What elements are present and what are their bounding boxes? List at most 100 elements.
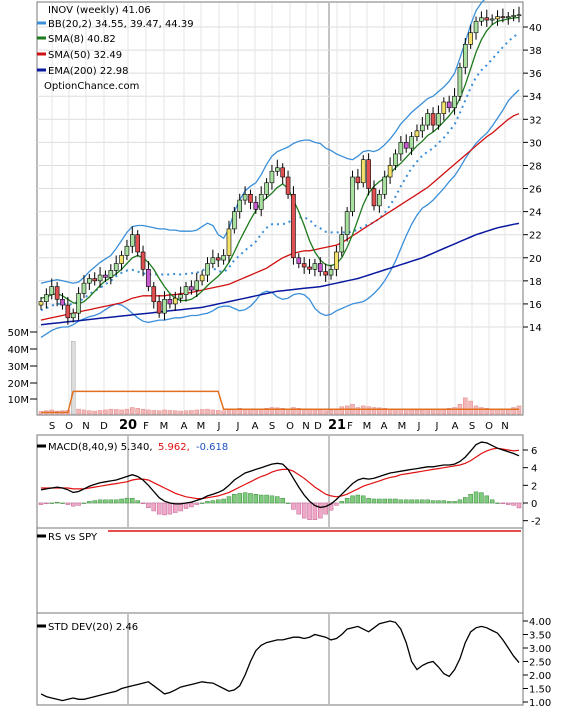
stddev-tick-label: 1.50 (529, 685, 551, 696)
macd-histogram-bar (430, 500, 436, 504)
macd-histogram-bar (489, 499, 495, 504)
macd-histogram-bar (162, 502, 167, 516)
macd-histogram-bar (495, 502, 500, 504)
macd-histogram-bar (350, 495, 355, 504)
macd-histogram-bar (38, 502, 44, 505)
candle-body (124, 245, 130, 256)
stddev-tick-label: 3.00 (529, 644, 551, 655)
price-tick-label: 18 (529, 277, 542, 288)
candle-body (360, 159, 366, 184)
legend-sma8: SMA(8) 40.82 (48, 34, 116, 45)
candle-body (334, 251, 339, 270)
x-tick-month: N (302, 421, 309, 432)
volume-bar (398, 409, 404, 415)
legend-ema200: EMA(200) 22.98 (48, 66, 128, 77)
volume-bar (140, 408, 146, 415)
x-tick-month: M (398, 421, 407, 432)
macd-histogram-bar (285, 502, 291, 504)
candle-body (242, 194, 248, 201)
macd-histogram-bar (484, 495, 490, 504)
macd-signal-value: 5.962, (158, 442, 190, 453)
macd-histogram-bar (307, 502, 312, 520)
price-tick-label: 32 (529, 115, 542, 126)
macd-histogram-bar (237, 493, 242, 504)
candle-body (49, 286, 55, 295)
macd-histogram-bar (226, 496, 232, 504)
candle-body (500, 16, 506, 19)
volume-bar (280, 408, 285, 415)
macd-histogram-bar (140, 502, 146, 505)
macd-histogram-bar (452, 501, 457, 504)
volume-bar (264, 408, 269, 415)
volume-bar (479, 407, 484, 415)
candle-body (275, 167, 280, 172)
candle-body (339, 234, 345, 253)
volume-bar (269, 407, 275, 415)
macd-histogram-bar (178, 502, 183, 512)
candle-body (350, 176, 355, 212)
volume-tick-label: 30M (8, 362, 29, 373)
macd-histogram-bar (119, 498, 124, 504)
macd-histogram-bar (393, 498, 398, 504)
candle-body (484, 17, 490, 21)
candle-body (81, 282, 87, 294)
stddev-series (40, 620, 520, 702)
macd-histogram-bar (205, 501, 210, 504)
candle-body (248, 194, 253, 203)
x-tick-month: S (469, 421, 475, 432)
macd-label: MACD(8,40,9) 5.340, (48, 442, 153, 453)
macd-histogram-bar (323, 502, 328, 515)
candle-body (232, 211, 237, 230)
volume-bar (215, 410, 221, 415)
macd-histogram-bar (156, 502, 162, 515)
volume-bar (151, 410, 157, 415)
macd-histogram-bar (312, 502, 318, 520)
candle-body (409, 136, 414, 149)
macd-histogram-bar (173, 502, 178, 513)
price-tick-label: 34 (529, 92, 542, 103)
price-tick-label: 22 (529, 231, 542, 242)
candle-body (280, 167, 285, 178)
macd-histogram-bar (97, 499, 103, 504)
candle-body (210, 257, 216, 264)
x-tick-month: J (217, 421, 221, 432)
macd-histogram-bar (242, 492, 248, 504)
candle-body (237, 199, 243, 212)
volume-bar (167, 410, 173, 415)
candle-body (258, 194, 264, 210)
macd-histogram-bar (146, 502, 151, 509)
candle-body (38, 301, 44, 306)
x-tick-month: O (65, 421, 73, 432)
candle-body (60, 299, 65, 306)
x-tick-month: J (417, 421, 421, 432)
volume-bar (178, 410, 183, 415)
candle-body (505, 16, 511, 19)
volume-bar (226, 409, 232, 415)
macd-histogram-bar (366, 497, 371, 504)
x-tick-month: F (143, 421, 149, 432)
price-tick-label: 30 (529, 138, 542, 149)
volume-bar (468, 400, 473, 415)
macd-histogram-bar (280, 497, 285, 504)
macd-histogram-bar (199, 502, 205, 504)
candle-body (479, 17, 484, 22)
legend-sma50: SMA(50) 32.49 (48, 50, 122, 61)
candle-body (387, 165, 393, 178)
bb-upper-line (40, 0, 485, 284)
candle-body (178, 294, 183, 299)
volume-bar (205, 408, 210, 415)
macd-histogram-bar (215, 499, 221, 504)
volume-bar (162, 409, 167, 415)
macd-histogram-bar (269, 495, 275, 504)
macd-histogram-bar (194, 502, 200, 505)
x-tick-month: A (381, 421, 388, 432)
sma50-line (40, 113, 520, 321)
volume-bar (366, 406, 371, 415)
candle-body (156, 301, 162, 314)
x-tick-month: D (100, 421, 108, 432)
bb-lower-line (40, 89, 520, 338)
price-title: INOV (weekly) 41.06 (48, 5, 151, 16)
candle-body (87, 278, 92, 284)
rs-label: RS vs SPY (48, 532, 98, 543)
